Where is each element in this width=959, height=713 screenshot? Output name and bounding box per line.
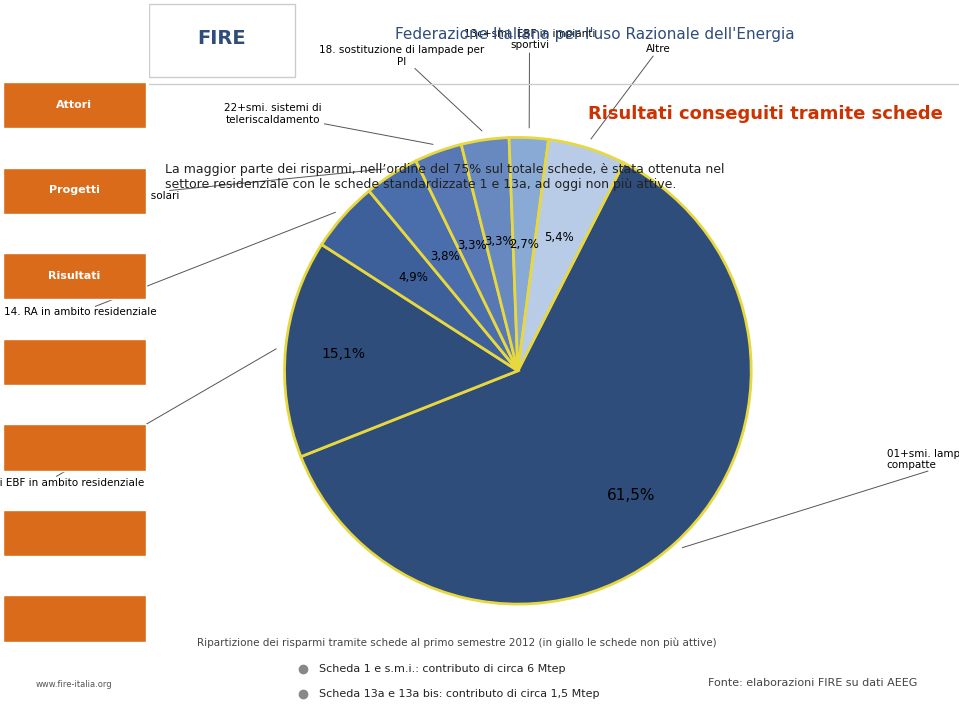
Text: 61,5%: 61,5% xyxy=(607,488,655,503)
Text: Fonte: elaborazioni FIRE su dati AEEG: Fonte: elaborazioni FIRE su dati AEEG xyxy=(709,678,918,688)
Text: Attori: Attori xyxy=(57,100,92,110)
Text: Risultati conseguiti tramite schede: Risultati conseguiti tramite schede xyxy=(588,105,943,123)
Text: Ripartizione dei risparmi tramite schede al primo semestre 2012 (in giallo le sc: Ripartizione dei risparmi tramite schede… xyxy=(197,637,716,648)
Text: www.fire-italia.org: www.fire-italia.org xyxy=(36,680,112,689)
Wedge shape xyxy=(518,140,623,371)
Text: 3,8%: 3,8% xyxy=(430,250,459,263)
Text: 08+smi. collettori solari: 08+smi. collettori solari xyxy=(54,169,386,201)
Wedge shape xyxy=(369,161,518,371)
Text: 5,4%: 5,4% xyxy=(545,230,574,244)
Wedge shape xyxy=(285,245,518,456)
Text: 13 a + smi EBF in ambito residenziale: 13 a + smi EBF in ambito residenziale xyxy=(0,349,276,488)
Text: 2,7%: 2,7% xyxy=(509,238,539,252)
Text: 13c+smi. EBF in impianti
sportivi: 13c+smi. EBF in impianti sportivi xyxy=(464,29,596,128)
Text: 18. sostituzione di lampade per
PI: 18. sostituzione di lampade per PI xyxy=(318,45,483,131)
Wedge shape xyxy=(461,138,518,371)
Text: 4,9%: 4,9% xyxy=(398,272,428,284)
Text: Scheda 13a e 13a bis: contributo di circa 1,5 Mtep: Scheda 13a e 13a bis: contributo di circ… xyxy=(318,689,599,699)
Text: 15,1%: 15,1% xyxy=(321,347,365,361)
FancyBboxPatch shape xyxy=(3,253,146,299)
Text: 01+smi. lampade fluorescenti
compatte: 01+smi. lampade fluorescenti compatte xyxy=(682,448,959,548)
Text: Progetti: Progetti xyxy=(49,185,100,195)
FancyBboxPatch shape xyxy=(3,424,146,471)
Text: Altre: Altre xyxy=(591,43,671,139)
FancyBboxPatch shape xyxy=(3,82,146,128)
Text: 14. RA in ambito residenziale: 14. RA in ambito residenziale xyxy=(4,212,336,317)
Text: 22+smi. sistemi di
teleriscaldamento: 22+smi. sistemi di teleriscaldamento xyxy=(224,103,433,144)
Text: 3,3%: 3,3% xyxy=(484,235,514,248)
Text: Federazione Italiana per l'uso Razionale dell'Energia: Federazione Italiana per l'uso Razionale… xyxy=(394,26,794,42)
FancyBboxPatch shape xyxy=(3,510,146,556)
FancyBboxPatch shape xyxy=(3,339,146,385)
FancyBboxPatch shape xyxy=(3,168,146,214)
Wedge shape xyxy=(509,138,549,371)
Text: Scheda 1 e s.m.i.: contributo di circa 6 Mtep: Scheda 1 e s.m.i.: contributo di circa 6… xyxy=(318,664,565,674)
FancyBboxPatch shape xyxy=(149,4,294,77)
Wedge shape xyxy=(321,191,518,371)
FancyBboxPatch shape xyxy=(3,595,146,642)
Text: Risultati: Risultati xyxy=(48,271,101,281)
Text: FIRE: FIRE xyxy=(198,29,246,48)
Wedge shape xyxy=(416,145,518,371)
Text: La maggior parte dei risparmi, nell’ordine del 75% sul totale schede, è stata ot: La maggior parte dei risparmi, nell’ordi… xyxy=(165,163,724,191)
Wedge shape xyxy=(301,163,751,604)
Text: 3,3%: 3,3% xyxy=(457,240,487,252)
